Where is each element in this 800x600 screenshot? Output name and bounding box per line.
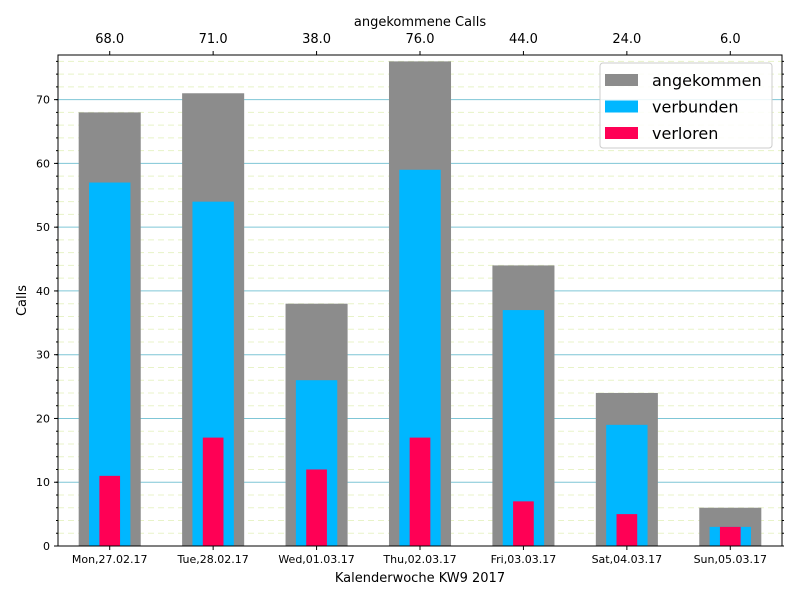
legend-label-verloren: verloren [652,124,718,143]
y-tick-label: 30 [36,349,50,362]
y-tick-label: 10 [36,476,50,489]
legend-swatch-verbunden [605,100,638,113]
bar-verloren [202,437,224,546]
y-axis-label: Calls [15,285,30,316]
x-tick-label: Thu,02.03.17 [382,553,456,566]
top-tick-label: 38.0 [302,32,331,47]
x-tick-label: Mon,27.02.17 [72,553,148,566]
top-tick-label: 44.0 [509,32,538,47]
top-tick-label: 71.0 [199,32,228,47]
top-tick-label: 68.0 [95,32,124,47]
y-tick-label: 20 [36,412,50,425]
legend-label-angekommen: angekommen [652,71,762,90]
bars [78,61,762,547]
bar-verloren [306,469,327,546]
y-tick-label: 0 [43,540,50,553]
top-axis: 68.0 71.0 38.0 76.0 44.0 24.0 6.0 [95,32,741,55]
x-tick-label: Wed,01.03.17 [278,553,354,566]
top-axis-label: angekommene Calls [354,15,486,30]
y-tick-label: 50 [36,221,50,234]
legend: angekommen verbunden verloren [599,62,773,149]
legend-box [599,62,773,149]
legend-swatch-angekommen [605,74,638,86]
y-tick-label: 40 [36,285,50,298]
x-tick-label: Fri,03.03.17 [491,553,557,566]
bar-verloren [99,475,121,546]
y-tick-label: 70 [36,94,50,107]
x-axis: Mon,27.02.17 Tue,28.02.17 Wed,01.03.17 Thu,… [72,546,767,566]
top-tick-label: 76.0 [406,32,435,47]
bar-verloren [616,514,638,546]
bar-verloren [513,501,534,546]
x-tick-label: Sun,05.03.17 [694,553,767,566]
legend-label-verbunden: verbunden [652,98,738,117]
x-tick-label: Sat,04.03.17 [592,553,663,566]
bar-verloren [409,437,431,546]
legend-swatch-verloren [605,127,638,139]
y-axis: 0 10 20 30 40 50 60 70 [36,60,784,553]
x-tick-label: Tue,28.02.17 [177,553,249,566]
bar-verloren [719,526,741,546]
top-tick-label: 24.0 [612,32,641,47]
top-tick-label: 6.0 [720,32,741,47]
x-axis-label: Kalenderwoche KW9 2017 [335,571,505,586]
y-tick-label: 60 [36,157,50,170]
